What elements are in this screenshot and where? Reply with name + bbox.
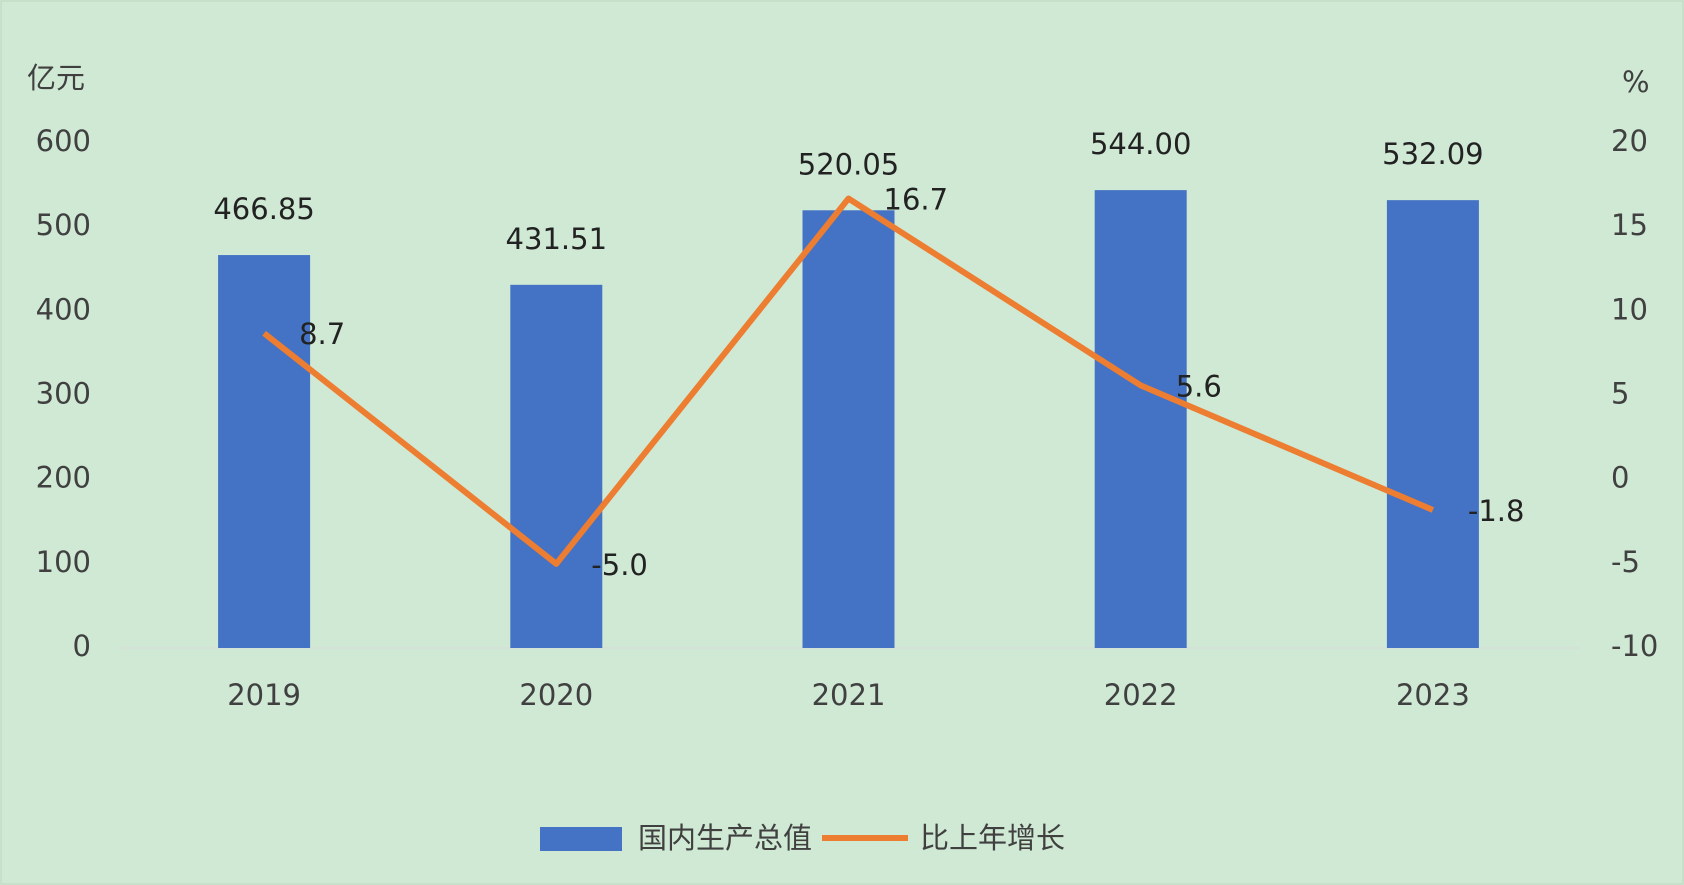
y-tick-label: 500 <box>36 208 91 242</box>
line <box>262 195 1435 567</box>
y2-tick-label: 15 <box>1611 208 1648 242</box>
y2-tick-label: -5 <box>1611 545 1640 579</box>
y-tick-label: 600 <box>36 124 91 158</box>
bar-value-label: 520.05 <box>798 147 899 181</box>
x-tick-label: 2019 <box>227 678 301 712</box>
y2-tick-label: 0 <box>1611 461 1629 495</box>
bar-value-label: 544.00 <box>1090 127 1191 161</box>
line-value-label: -5.0 <box>591 548 648 582</box>
bar <box>1094 190 1187 648</box>
y2-tick-label: 10 <box>1611 292 1648 326</box>
line-value-label: -1.8 <box>1468 494 1525 528</box>
bar <box>802 210 895 648</box>
bar-value-label: 431.51 <box>506 222 607 256</box>
bar <box>218 255 311 648</box>
y-tick-label: 400 <box>36 292 91 326</box>
line-value-label: 16.7 <box>884 183 949 217</box>
bar-value-label: 466.85 <box>213 192 314 226</box>
y-tick-label: 300 <box>36 377 91 411</box>
line-value-label: 8.7 <box>299 317 345 351</box>
line-value-label: 5.6 <box>1176 369 1222 403</box>
y-axis-label: 亿元 <box>27 61 85 95</box>
x-tick-label: 2020 <box>519 678 593 712</box>
y-tick-label: 0 <box>73 629 91 663</box>
legend-label: 国内生产总值 <box>638 821 812 855</box>
y2-tick-label: 5 <box>1611 377 1629 411</box>
y2-axis-label: % <box>1622 65 1650 99</box>
bar <box>510 284 603 648</box>
legend-swatch <box>540 827 622 851</box>
legend-label: 比上年增长 <box>920 821 1065 855</box>
y-tick-label: 200 <box>36 461 91 495</box>
bar <box>1386 200 1479 648</box>
x-tick-label: 2021 <box>812 678 886 712</box>
x-tick-label: 2022 <box>1104 678 1178 712</box>
x-tick-label: 2023 <box>1396 678 1470 712</box>
bar-value-label: 532.09 <box>1382 137 1483 171</box>
y2-tick-label: -10 <box>1611 629 1658 663</box>
y2-tick-label: 20 <box>1611 124 1648 158</box>
y-tick-label: 100 <box>36 545 91 579</box>
